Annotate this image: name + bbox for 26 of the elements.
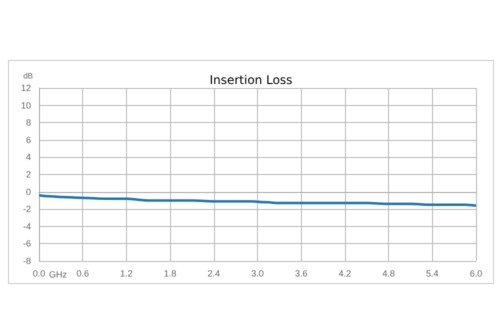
y-tick-label: 12 [20,83,31,93]
x-tick-label: 4.8 [382,268,395,278]
y-tick-label: 10 [20,100,31,110]
x-axis-title: GHz [49,270,68,280]
x-tick-label: 5.4 [426,268,439,278]
chart-title: Insertion Loss [210,73,292,87]
line-series [38,194,478,207]
y-tick-label: -8 [22,256,31,266]
y-tick-label: -4 [22,221,31,232]
y-tick-label: -2 [22,204,31,214]
x-tick-label: 3.6 [294,268,308,278]
y-tick-label: 8 [26,118,31,128]
y-tick-label: 4 [26,152,31,162]
y-tick-label: 0 [26,186,31,197]
x-tick-label: 4.2 [338,268,352,278]
x-tick-label: 1.8 [164,268,176,278]
y-tick-label: 6 [26,134,31,145]
y-tick-label: 2 [26,170,31,180]
x-tick-label: 0.0 [32,268,46,278]
y-axis-title: dB [23,72,33,80]
x-tick-label: 1.2 [120,268,133,278]
x-tick-label: 3.0 [251,268,264,278]
x-tick-label: 0.6 [76,268,89,278]
y-tick-label: -6 [22,238,31,249]
x-tick-label: 2.4 [208,268,220,278]
x-tick-label: 6.0 [470,268,482,278]
